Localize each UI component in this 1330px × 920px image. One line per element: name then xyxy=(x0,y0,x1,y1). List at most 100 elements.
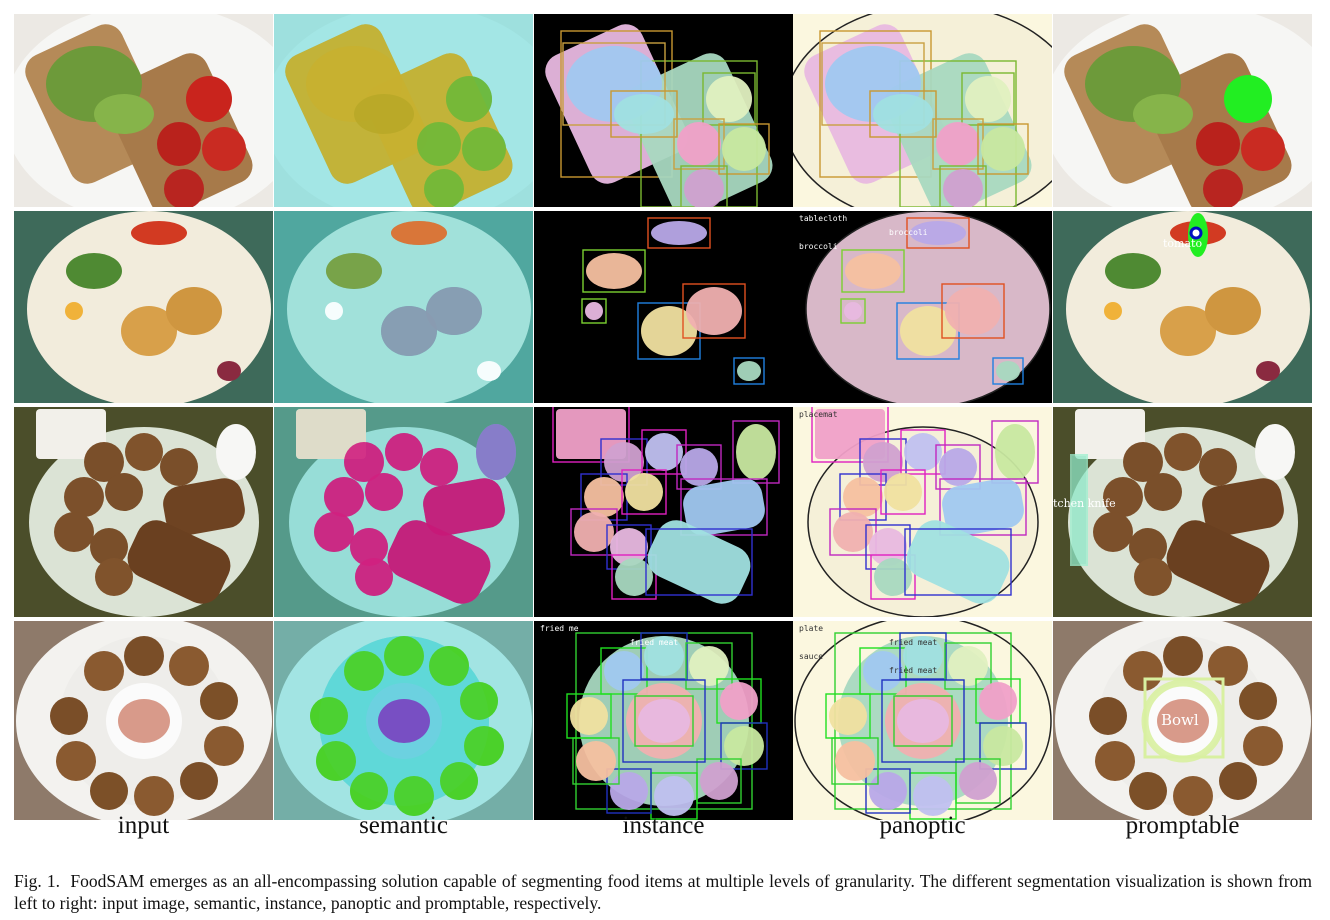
mask-tag: broccoli xyxy=(889,228,928,237)
fried-meat xyxy=(1239,682,1277,720)
sauce xyxy=(378,699,430,743)
bread-loaf xyxy=(423,478,505,536)
bread-loaf xyxy=(942,478,1024,536)
tomato xyxy=(1196,122,1240,166)
broccoli xyxy=(326,253,382,289)
muffin xyxy=(1129,528,1167,566)
promptable-image-toast-tomato-pepper xyxy=(1053,14,1312,207)
fried-meat xyxy=(959,762,997,800)
pepper xyxy=(873,94,933,134)
tomato xyxy=(943,169,983,207)
muffin xyxy=(610,528,648,566)
instance-box xyxy=(977,123,1029,175)
fried-meat xyxy=(863,651,903,691)
caption-label: Fig. 1. xyxy=(14,871,61,891)
bread-loaf xyxy=(387,520,491,604)
fried-meat xyxy=(604,651,644,691)
fried-meat xyxy=(464,726,504,766)
garnish xyxy=(844,302,862,320)
instance-box xyxy=(825,693,871,739)
column-label-input: input xyxy=(117,812,170,839)
muffin xyxy=(863,442,903,482)
muffin xyxy=(1134,558,1172,596)
semantic-image-fried-meat-bowl xyxy=(274,621,533,820)
instance-box xyxy=(600,438,648,486)
tomato xyxy=(186,76,232,122)
mask-tag: fried me xyxy=(540,624,579,633)
instance-box xyxy=(865,768,911,814)
muffin xyxy=(324,477,364,517)
instance-box xyxy=(685,642,733,690)
butter xyxy=(815,409,885,459)
muffin xyxy=(645,433,683,471)
patty xyxy=(381,306,437,356)
instance-image-plate-patties-tomato xyxy=(534,211,793,403)
fried-meat xyxy=(394,776,434,816)
tomato xyxy=(391,221,447,245)
semantic-image-toast-tomato-pepper xyxy=(274,14,533,207)
instance-box xyxy=(979,722,1027,770)
column-label-instance: instance xyxy=(622,812,705,839)
pepper xyxy=(94,94,154,134)
garnish xyxy=(737,361,761,381)
instance-box xyxy=(841,249,905,293)
instance-box xyxy=(634,695,694,747)
column-label-panoptic: panoptic xyxy=(879,812,966,839)
input-image-plate-patties-tomato xyxy=(14,211,273,403)
milk-glass xyxy=(1255,424,1295,480)
muffin xyxy=(355,558,393,596)
tomato xyxy=(981,127,1025,171)
tomato xyxy=(706,76,752,122)
fried-meat xyxy=(124,636,164,676)
fried-meat xyxy=(460,682,498,720)
tomato xyxy=(424,169,464,207)
instance-box xyxy=(840,298,866,324)
instance-box xyxy=(600,647,648,695)
instance-box xyxy=(939,165,987,207)
panoptic-image-muffins-bread-milk: placemat xyxy=(793,407,1052,617)
garnish xyxy=(1104,302,1122,320)
instance-box xyxy=(562,42,666,126)
muffin xyxy=(939,448,977,486)
fried-meat xyxy=(1095,741,1135,781)
fried-meat xyxy=(1163,636,1203,676)
fried-meat xyxy=(654,776,694,816)
fried-meat xyxy=(180,762,218,800)
garnish xyxy=(996,361,1020,381)
milk-glass xyxy=(736,424,776,480)
prompt-label: tchen knife xyxy=(1053,497,1116,510)
muffin xyxy=(884,473,922,511)
muffin xyxy=(574,512,614,552)
instance-box xyxy=(702,72,756,126)
panoptic-image-fried-meat-bowl: plate fried meat sauce fried meat xyxy=(793,621,1052,820)
panoptic-image-plate-patties-tomato: tablecloth broccoli broccoli xyxy=(793,211,1052,403)
instance-box xyxy=(811,407,889,463)
fried-meat xyxy=(948,646,988,686)
broccoli xyxy=(1105,253,1161,289)
garnish xyxy=(325,302,343,320)
muffin xyxy=(344,442,384,482)
muffin xyxy=(84,442,124,482)
instance-box xyxy=(869,90,937,138)
muffin xyxy=(64,477,104,517)
butter xyxy=(556,409,626,459)
muffin xyxy=(604,442,644,482)
muffin xyxy=(680,448,718,486)
bread-loaf xyxy=(647,520,751,604)
tomato xyxy=(936,122,980,166)
fried-meat xyxy=(610,772,648,810)
instance-box xyxy=(733,357,765,385)
muffin xyxy=(420,448,458,486)
instance-box xyxy=(961,72,1015,126)
instance-box xyxy=(880,469,926,515)
instance-box xyxy=(680,165,728,207)
broccoli xyxy=(586,253,642,289)
instance-box xyxy=(582,249,646,293)
muffin xyxy=(314,512,354,552)
instance-box xyxy=(611,554,657,600)
fried-meat xyxy=(440,762,478,800)
tomato xyxy=(651,221,707,245)
patty xyxy=(166,287,222,335)
fried-meat xyxy=(903,636,943,676)
fried-meat xyxy=(200,682,238,720)
